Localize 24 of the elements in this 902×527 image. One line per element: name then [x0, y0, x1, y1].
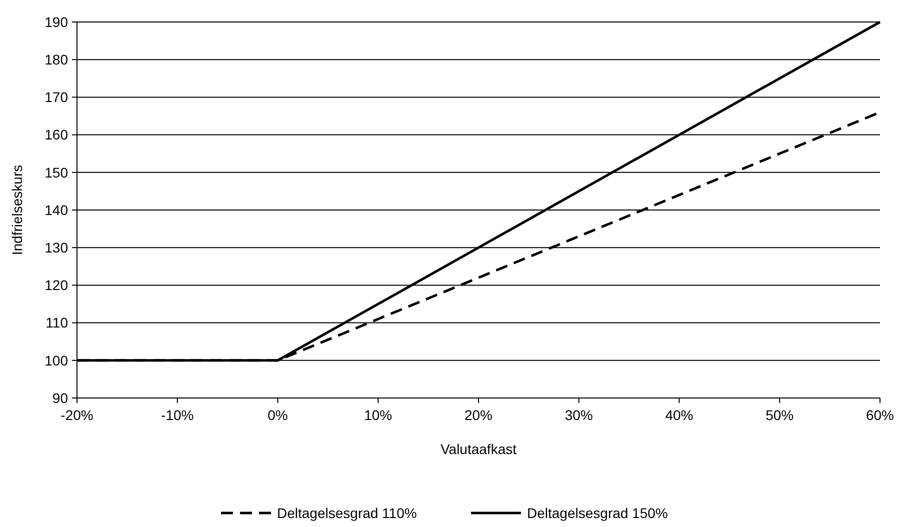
y-tick-label: 140 [44, 202, 68, 218]
legend-label: Deltagelsesgrad 150% [527, 504, 668, 521]
y-axis-title: Indfrielseskurs [9, 164, 25, 256]
y-tick-label: 170 [44, 89, 68, 106]
x-tick-label: 60% [866, 407, 894, 423]
x-tick-label: 20% [464, 407, 493, 423]
x-tick-label: 0% [268, 407, 288, 423]
legend-label: Deltagelsesgrad 110% [277, 504, 417, 521]
y-tick-label: 190 [44, 14, 68, 30]
y-tick-label: 130 [44, 240, 68, 256]
x-axis-title: Valutaafkast [440, 441, 517, 457]
x-tick-label: 30% [564, 407, 593, 423]
y-tick-label: 110 [46, 314, 68, 331]
y-tick-label: 160 [44, 126, 68, 143]
y-tick-label: 120 [44, 277, 68, 294]
y-tick-label: 180 [44, 52, 68, 68]
x-tick-label: -10% [161, 407, 194, 423]
y-tick-label: 100 [44, 352, 68, 368]
x-tick-label: 50% [766, 407, 794, 423]
x-tick-label: 10% [364, 407, 392, 423]
y-tick-label: 90 [52, 390, 68, 406]
x-tick-label: -20% [60, 407, 94, 423]
y-tick-label: 150 [44, 164, 68, 180]
x-tick-label: 40% [665, 407, 694, 423]
